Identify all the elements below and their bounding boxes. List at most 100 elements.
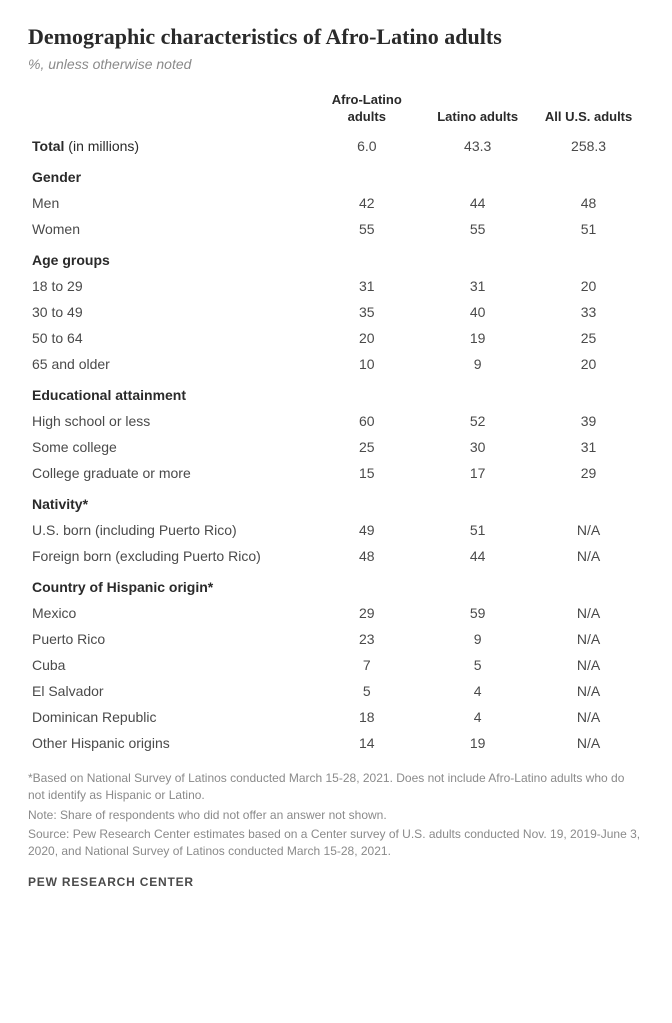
- data-cell: 44: [422, 190, 533, 216]
- table-row: College graduate or more151729: [28, 460, 644, 486]
- row-label: El Salvador: [28, 678, 311, 704]
- table-body: Total (in millions) 6.0 43.3 258.3 Gende…: [28, 133, 644, 756]
- data-cell: 5: [311, 678, 422, 704]
- data-cell: 33: [533, 299, 644, 325]
- total-row: Total (in millions) 6.0 43.3 258.3: [28, 133, 644, 159]
- row-label: Women: [28, 216, 311, 242]
- data-cell: 4: [422, 704, 533, 730]
- footnote-asterisk: *Based on National Survey of Latinos con…: [28, 770, 644, 805]
- data-cell: 51: [533, 216, 644, 242]
- table-header-row: Afro-Latino adults Latino adults All U.S…: [28, 86, 644, 133]
- table-row: High school or less605239: [28, 408, 644, 434]
- empty-cell: [533, 242, 644, 273]
- table-row: U.S. born (including Puerto Rico)4951N/A: [28, 517, 644, 543]
- data-cell: N/A: [533, 600, 644, 626]
- data-cell: 4: [422, 678, 533, 704]
- data-cell: N/A: [533, 626, 644, 652]
- row-label: College graduate or more: [28, 460, 311, 486]
- table-row: Other Hispanic origins1419N/A: [28, 730, 644, 756]
- total-label: Total (in millions): [28, 133, 311, 159]
- empty-cell: [533, 486, 644, 517]
- data-cell: 17: [422, 460, 533, 486]
- row-label: Foreign born (excluding Puerto Rico): [28, 543, 311, 569]
- data-cell: 35: [311, 299, 422, 325]
- row-label: Other Hispanic origins: [28, 730, 311, 756]
- header-col1: Afro-Latino adults: [311, 86, 422, 133]
- table-row: Foreign born (excluding Puerto Rico)4844…: [28, 543, 644, 569]
- empty-cell: [311, 242, 422, 273]
- empty-cell: [422, 377, 533, 408]
- section-header-label: Educational attainment: [28, 377, 311, 408]
- header-col3: All U.S. adults: [533, 86, 644, 133]
- data-cell: N/A: [533, 652, 644, 678]
- data-cell: 20: [533, 351, 644, 377]
- row-label: High school or less: [28, 408, 311, 434]
- page-title: Demographic characteristics of Afro-Lati…: [28, 24, 644, 50]
- data-cell: 42: [311, 190, 422, 216]
- section-header-row: Country of Hispanic origin*: [28, 569, 644, 600]
- data-cell: 9: [422, 626, 533, 652]
- data-cell: 9: [422, 351, 533, 377]
- data-cell: 29: [311, 600, 422, 626]
- table-row: 65 and older10920: [28, 351, 644, 377]
- footnote-source: Source: Pew Research Center estimates ba…: [28, 826, 644, 861]
- table-row: Men424448: [28, 190, 644, 216]
- row-label: 30 to 49: [28, 299, 311, 325]
- data-cell: N/A: [533, 517, 644, 543]
- row-label: Some college: [28, 434, 311, 460]
- subtitle: %, unless otherwise noted: [28, 56, 644, 72]
- footnote-note: Note: Share of respondents who did not o…: [28, 807, 644, 824]
- table-row: Cuba75N/A: [28, 652, 644, 678]
- data-cell: 14: [311, 730, 422, 756]
- row-label: Puerto Rico: [28, 626, 311, 652]
- total-v1: 6.0: [311, 133, 422, 159]
- data-cell: 23: [311, 626, 422, 652]
- section-header-row: Gender: [28, 159, 644, 190]
- data-cell: 48: [311, 543, 422, 569]
- row-label: 65 and older: [28, 351, 311, 377]
- row-label: Dominican Republic: [28, 704, 311, 730]
- empty-cell: [422, 242, 533, 273]
- data-cell: N/A: [533, 678, 644, 704]
- data-cell: 31: [311, 273, 422, 299]
- data-cell: 10: [311, 351, 422, 377]
- brand-label: PEW RESEARCH CENTER: [28, 875, 644, 889]
- table-row: 18 to 29313120: [28, 273, 644, 299]
- empty-cell: [422, 486, 533, 517]
- table-row: El Salvador54N/A: [28, 678, 644, 704]
- section-header-label: Country of Hispanic origin*: [28, 569, 311, 600]
- data-cell: 55: [422, 216, 533, 242]
- footnotes: *Based on National Survey of Latinos con…: [28, 770, 644, 861]
- row-label: 18 to 29: [28, 273, 311, 299]
- table-row: Women555551: [28, 216, 644, 242]
- empty-cell: [311, 377, 422, 408]
- data-cell: 15: [311, 460, 422, 486]
- data-cell: 29: [533, 460, 644, 486]
- data-cell: 44: [422, 543, 533, 569]
- data-cell: 5: [422, 652, 533, 678]
- data-cell: N/A: [533, 730, 644, 756]
- table-row: Dominican Republic184N/A: [28, 704, 644, 730]
- empty-cell: [533, 569, 644, 600]
- section-header-label: Nativity*: [28, 486, 311, 517]
- total-v2: 43.3: [422, 133, 533, 159]
- data-cell: 25: [311, 434, 422, 460]
- empty-cell: [533, 377, 644, 408]
- data-cell: 40: [422, 299, 533, 325]
- data-cell: N/A: [533, 704, 644, 730]
- section-header-label: Gender: [28, 159, 311, 190]
- table-row: 30 to 49354033: [28, 299, 644, 325]
- data-cell: 52: [422, 408, 533, 434]
- demographics-table: Afro-Latino adults Latino adults All U.S…: [28, 86, 644, 756]
- data-cell: 20: [533, 273, 644, 299]
- table-row: Some college253031: [28, 434, 644, 460]
- empty-cell: [311, 159, 422, 190]
- table-row: 50 to 64201925: [28, 325, 644, 351]
- table-row: Puerto Rico239N/A: [28, 626, 644, 652]
- data-cell: 31: [422, 273, 533, 299]
- empty-cell: [533, 159, 644, 190]
- row-label: Cuba: [28, 652, 311, 678]
- section-header-row: Educational attainment: [28, 377, 644, 408]
- data-cell: 20: [311, 325, 422, 351]
- data-cell: 49: [311, 517, 422, 543]
